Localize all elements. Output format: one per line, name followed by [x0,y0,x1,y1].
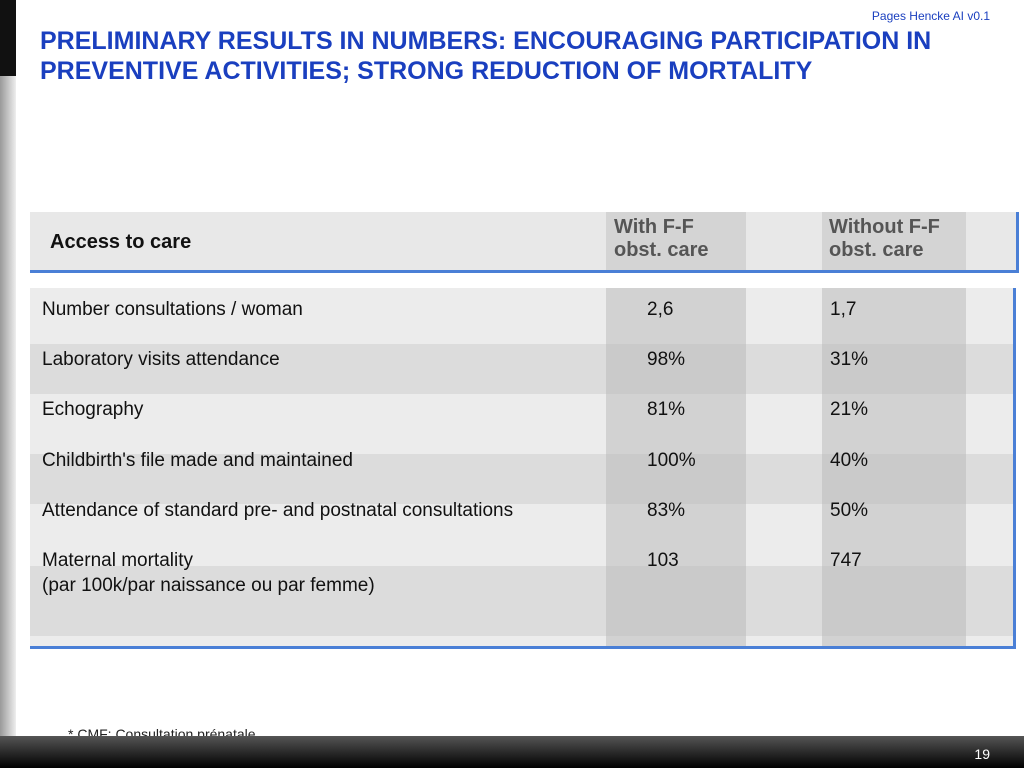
cell-value: 21% [830,399,869,420]
row-label: Maternal mortality (par 100k/par naissan… [42,550,375,596]
page-number: 19 [974,746,990,762]
col-shade [822,288,966,646]
column-header: With F-F obst. care [614,216,709,261]
column-header: Without F-F obst. care [829,216,940,261]
cell-value: 1,7 [830,299,857,320]
col-shade [606,212,746,270]
cell-value: 81% [647,399,686,420]
cell-value: 100% [647,450,696,471]
left-gradient [0,76,16,736]
cell-value: 50% [830,500,869,521]
row-label: Number consultations / woman [42,299,303,320]
cell-value: 98% [647,349,686,370]
cell-value: 31% [830,349,869,370]
cell-value: 103 [647,550,679,571]
stamp: Pages Hencke AI v0.1 [871,9,990,23]
title: PRELIMINARY RESULTS IN NUMBERS: ENCOURAG… [40,27,932,85]
col-shade [822,212,966,270]
row-shade [30,344,1013,394]
col-shade [606,288,746,646]
cell-value: 747 [830,550,862,571]
cell-value: 83% [647,500,686,521]
cell-value: 2,6 [647,299,674,320]
footer-bar [0,736,1024,768]
row-label: Echography [42,399,144,420]
cell-value: 40% [830,450,869,471]
row-label: Laboratory visits attendance [42,349,280,370]
row-shade [30,454,1013,504]
row-shade [30,566,1013,636]
row-label: Attendance of standard pre- and postnata… [42,500,514,521]
left-bar [0,0,16,76]
column-header: Access to care [50,231,192,253]
row-label: Childbirth's file made and maintained [42,450,353,471]
